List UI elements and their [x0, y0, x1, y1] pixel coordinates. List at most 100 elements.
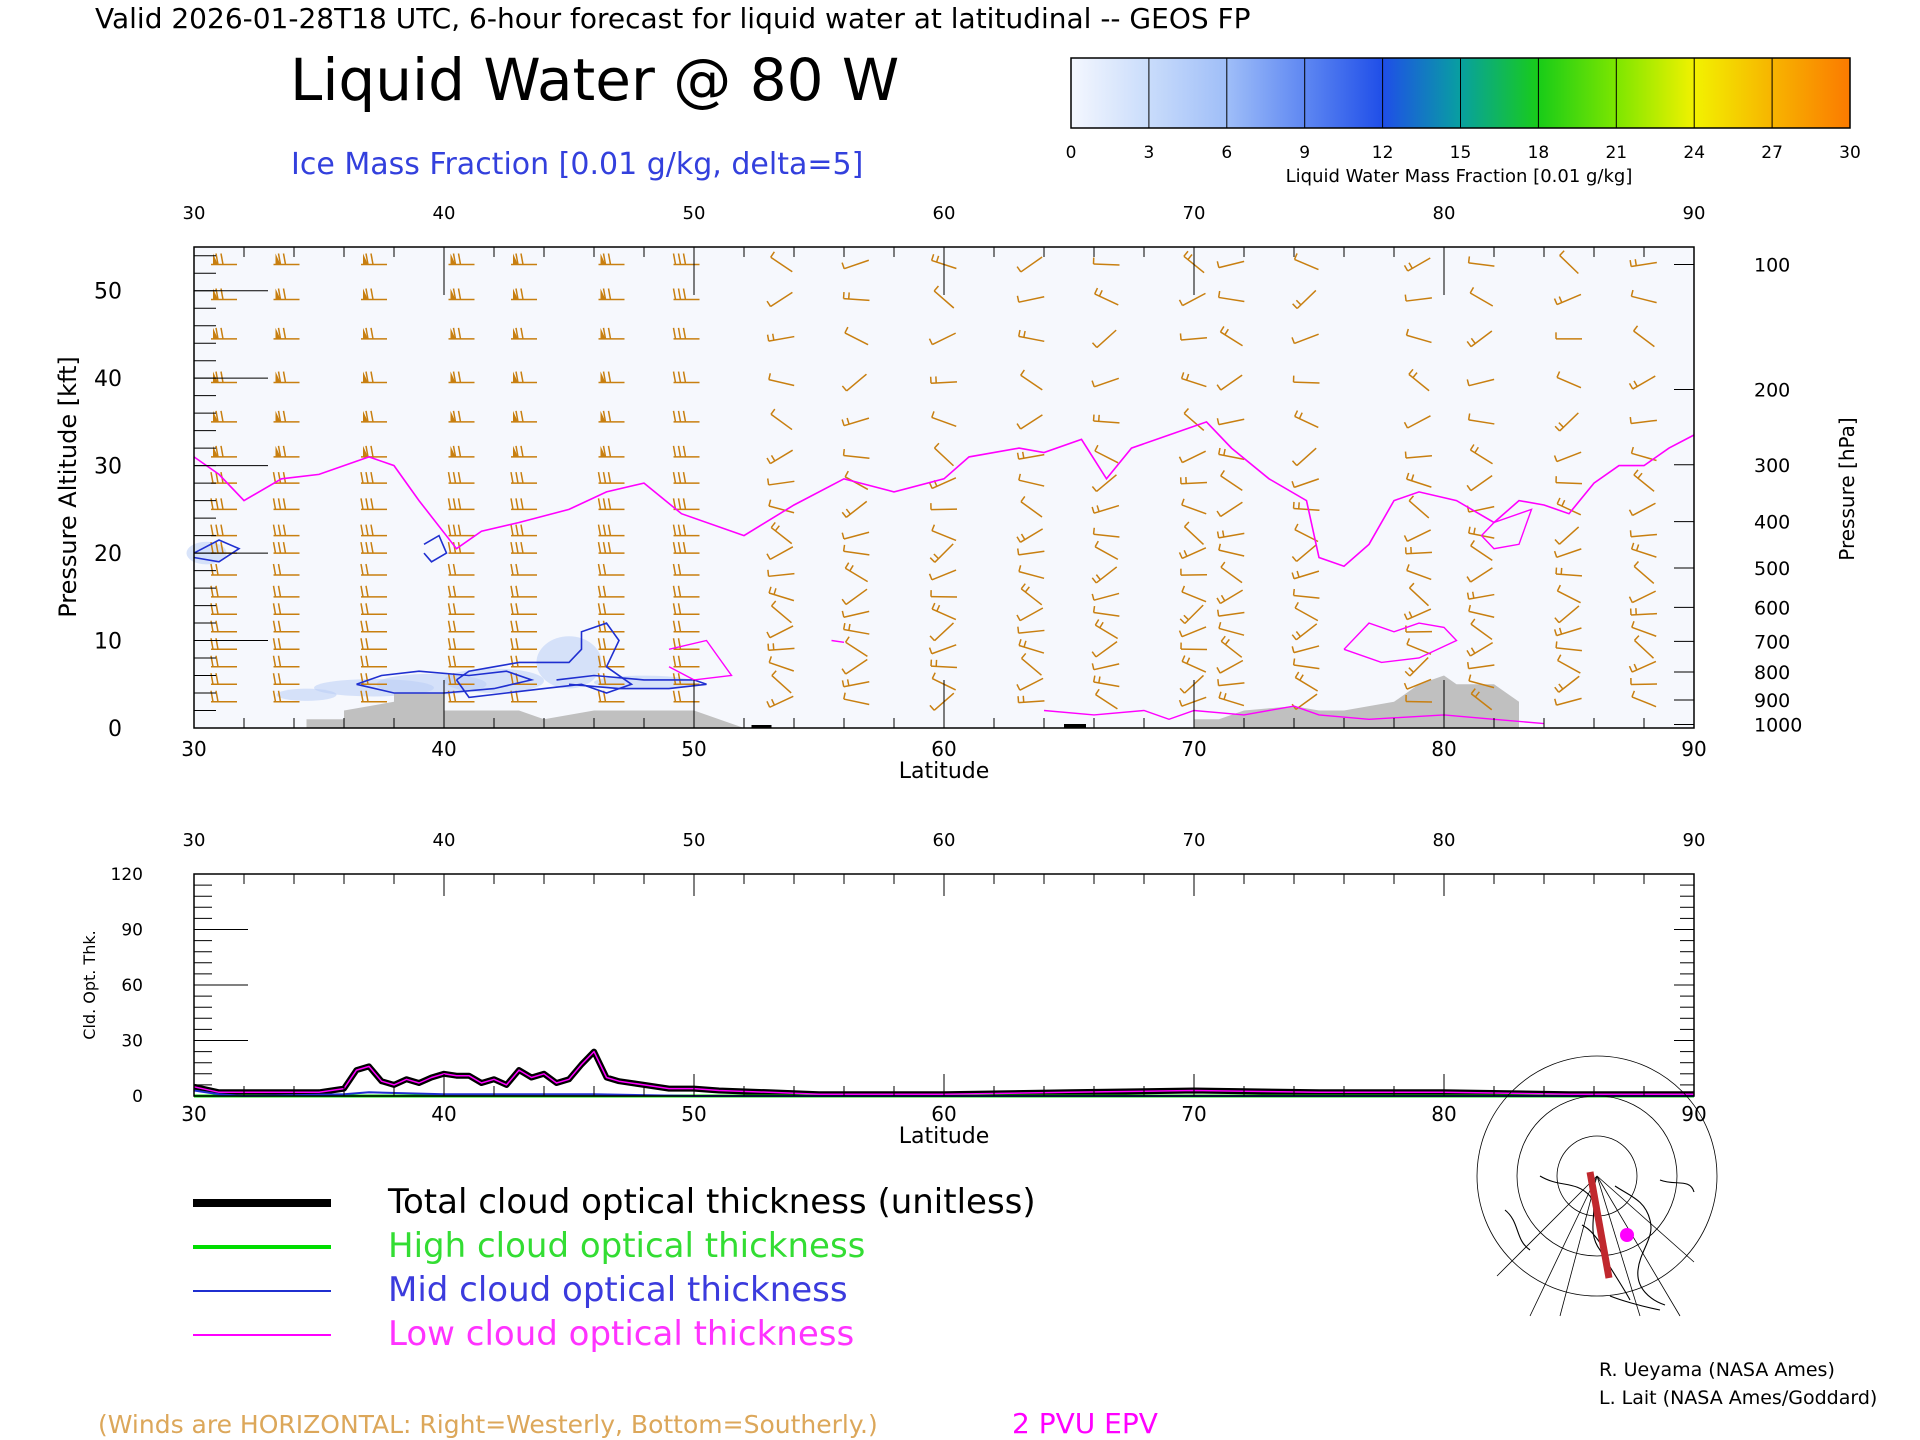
- barb-shaft: [1181, 591, 1207, 603]
- barb-flag: [277, 563, 282, 576]
- barb-flag: [457, 371, 462, 383]
- barb-flag: [452, 445, 457, 458]
- wind-barb: [273, 371, 300, 384]
- barb-flag: [510, 471, 514, 484]
- wind-barb: [1091, 329, 1117, 349]
- wind-barbs: [210, 250, 1658, 711]
- barb-shaft: [1182, 292, 1206, 307]
- terrain-fill: [306, 675, 1519, 728]
- barb-shaft: [1096, 474, 1117, 493]
- cross-section-panel: 3030404050506060707080809090010203040501…: [54, 203, 1859, 784]
- barb-flag: [602, 638, 607, 650]
- barb-flag: [672, 524, 677, 536]
- wind-barb: [672, 673, 700, 686]
- barb-flag: [1553, 629, 1558, 636]
- barb-flag: [1554, 686, 1560, 693]
- barb-flag: [452, 585, 457, 597]
- wind-barb: [1466, 591, 1495, 600]
- barb-flag: [457, 253, 462, 265]
- barb-flag: [277, 603, 282, 615]
- barb-flag: [360, 563, 364, 576]
- barb-flag: [1558, 296, 1563, 303]
- locator-map: [1476, 1055, 1718, 1317]
- x-tick-label-bottom: 30: [181, 1102, 206, 1126]
- wind-barb: [1294, 410, 1319, 429]
- wind-barb: [1292, 658, 1320, 670]
- barb-flag: [272, 498, 277, 510]
- x-tick-label-top: 40: [433, 830, 456, 851]
- barb-shaft: [844, 332, 869, 346]
- barb-flag: [1091, 577, 1097, 584]
- barb-flag: [1554, 698, 1558, 706]
- wind-barb: [273, 445, 300, 458]
- barb-shaft: [1218, 682, 1245, 687]
- wind-barb: [1628, 590, 1657, 604]
- barb-flag: [768, 373, 772, 380]
- barb-flag: [682, 471, 687, 484]
- wind-barb: [931, 411, 957, 428]
- barb-flag: [370, 288, 374, 300]
- wind-barb: [1178, 450, 1207, 464]
- barb-flag: [849, 564, 854, 572]
- wind-barb: [510, 603, 537, 616]
- barb-flag: [602, 620, 607, 632]
- wind-barb: [768, 499, 795, 514]
- wind-barb: [211, 445, 237, 458]
- barb-flag: [1020, 496, 1026, 503]
- optical-thickness-panel: 30 30 40 40 50 50 60 60 70 70 80 80 90 90 0 30 60 90 120 L…: [80, 830, 1707, 1149]
- wind-barb: [1183, 521, 1205, 546]
- barb-flag: [452, 563, 457, 576]
- barb-flag: [1178, 699, 1183, 707]
- wind-barb: [1408, 495, 1430, 519]
- barb-shaft: [1181, 504, 1207, 515]
- legend-label-3: Low cloud optical thickness: [388, 1314, 854, 1354]
- barb-flag: [682, 288, 687, 300]
- x-tick-label-bottom: 60: [931, 1102, 956, 1126]
- colorbar-segment-8: [1694, 58, 1773, 128]
- wind-barb: [1291, 478, 1320, 489]
- barb-shaft: [1407, 257, 1431, 272]
- legend-label-1: High cloud optical thickness: [388, 1226, 865, 1266]
- barb-shaft: [1406, 608, 1432, 621]
- x-tick-label-bottom: 50: [681, 737, 706, 761]
- wind-barb: [933, 442, 955, 467]
- barb-shaft: [1294, 676, 1319, 692]
- barb-shaft: [845, 641, 868, 658]
- barb-flag: [452, 410, 457, 423]
- barb-shaft: [1018, 550, 1045, 556]
- barb-shaft: [1409, 657, 1429, 677]
- barb-flag: [766, 300, 772, 307]
- barb-flag: [215, 524, 219, 536]
- barb-flag: [1094, 444, 1099, 452]
- barb-flag: [1633, 663, 1638, 671]
- barb-flag: [215, 541, 219, 554]
- wind-barb: [1220, 561, 1243, 584]
- barb-flag: [457, 524, 462, 536]
- x-tick-label-top: 40: [433, 203, 456, 224]
- wind-barb: [1179, 477, 1208, 485]
- barb-flag: [272, 563, 277, 576]
- barb-flag: [677, 655, 682, 667]
- barb-flag: [457, 410, 462, 423]
- barb-shaft: [1470, 567, 1493, 583]
- wind-barb: [1629, 530, 1658, 538]
- barb-shaft: [1406, 478, 1432, 488]
- barb-shaft: [1218, 453, 1245, 461]
- barb-flag: [1091, 486, 1098, 492]
- barb-flag: [1016, 536, 1021, 543]
- barb-flag: [607, 541, 612, 554]
- barb-flag: [1179, 333, 1182, 341]
- barb-flag: [1468, 604, 1472, 612]
- barb-flag: [272, 541, 277, 554]
- barb-flag: [365, 673, 369, 685]
- barb-flag: [597, 585, 602, 597]
- barb-flag: [447, 655, 452, 667]
- barb-flag: [1220, 561, 1226, 568]
- barb-flag: [1406, 638, 1411, 645]
- barb-flag: [215, 603, 219, 615]
- wind-barb: [1094, 540, 1119, 561]
- barb-flag: [607, 524, 612, 536]
- barb-flag: [370, 498, 374, 510]
- barb-flag: [1634, 259, 1638, 266]
- barb-flag: [277, 673, 282, 685]
